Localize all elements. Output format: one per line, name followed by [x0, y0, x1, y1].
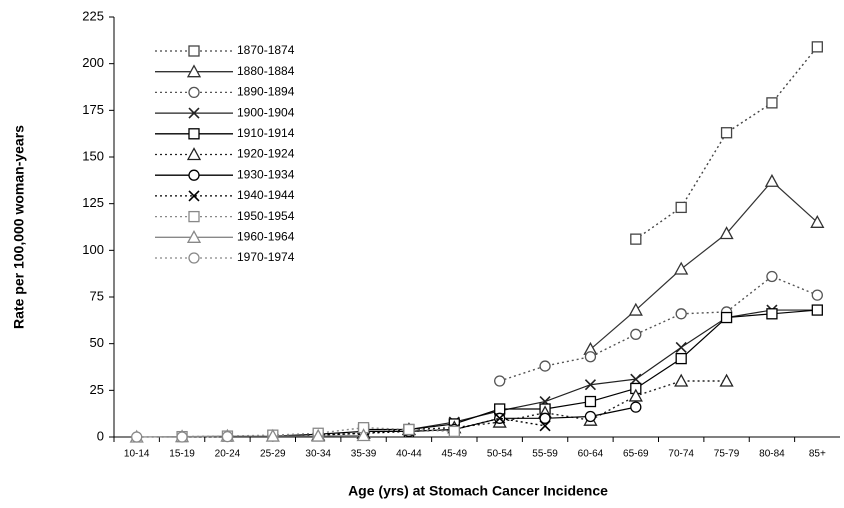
marker	[186, 147, 202, 161]
marker	[186, 64, 202, 78]
x-tick-label: 10-14	[124, 449, 150, 460]
x-tick-label: 45-49	[442, 449, 468, 460]
legend-label: 1920-1924	[237, 147, 295, 161]
marker	[630, 401, 642, 413]
y-tick-label: 0	[97, 428, 104, 443]
marker	[811, 304, 823, 316]
x-tick-label: 80-84	[759, 449, 785, 460]
series-line	[227, 417, 546, 438]
marker	[719, 226, 734, 240]
x-axis-title: Age (yrs) at Stomach Cancer Incidence	[348, 483, 608, 499]
marker	[584, 395, 597, 408]
legend-label: 1970-1974	[237, 250, 295, 264]
marker	[766, 308, 778, 320]
marker	[674, 261, 689, 275]
legend-label: 1890-1894	[237, 85, 295, 99]
y-tick-label: 50	[90, 335, 104, 350]
marker	[221, 430, 234, 443]
marker	[176, 431, 188, 443]
legend-label: 1960-1964	[237, 229, 295, 243]
x-tick-label: 55-59	[532, 449, 558, 460]
marker	[675, 352, 687, 365]
x-tick-label: 85+	[809, 449, 826, 460]
marker	[584, 351, 597, 363]
y-tick-label: 25	[90, 382, 104, 397]
marker	[188, 252, 200, 264]
series-line	[136, 434, 364, 438]
marker	[188, 45, 200, 57]
marker	[188, 128, 200, 140]
x-tick-label: 20-24	[215, 449, 241, 460]
marker	[356, 428, 371, 442]
marker	[494, 403, 506, 415]
marker	[766, 270, 778, 283]
x-tick-label: 70-74	[668, 449, 694, 460]
legend-label: 1870-1874	[237, 43, 295, 57]
x-tick-label: 50-54	[487, 449, 513, 460]
marker	[131, 431, 143, 443]
marker	[674, 373, 689, 387]
x-tick-label: 40-44	[396, 449, 422, 460]
series-line	[635, 46, 818, 240]
marker	[188, 107, 200, 119]
marker	[630, 373, 642, 385]
marker	[764, 173, 780, 187]
marker	[675, 308, 687, 320]
marker	[810, 214, 825, 228]
legend-label: 1880-1884	[237, 64, 295, 78]
marker	[719, 373, 734, 387]
x-tick-label: 25-29	[260, 449, 286, 460]
x-tick-label: 60-64	[578, 449, 604, 460]
series-line	[590, 180, 818, 350]
marker	[494, 412, 506, 424]
marker	[188, 86, 200, 99]
marker	[811, 289, 823, 301]
marker	[720, 311, 733, 324]
y-tick-label: 150	[82, 148, 104, 163]
y-tick-label: 125	[82, 195, 104, 210]
x-tick-label: 30-34	[305, 449, 331, 460]
marker	[766, 97, 778, 109]
y-axis-title: Rate per 100,000 woman-years	[11, 125, 27, 329]
marker	[628, 388, 643, 402]
y-tick-label: 100	[82, 242, 104, 257]
marker	[311, 428, 326, 442]
x-tick-label: 75-79	[714, 449, 740, 460]
marker	[539, 420, 551, 432]
y-tick-label: 75	[90, 288, 104, 303]
marker	[720, 127, 733, 139]
marker	[675, 341, 687, 353]
x-tick-label: 15-19	[169, 449, 195, 460]
legend-label: 1910-1914	[237, 126, 295, 140]
marker	[630, 328, 642, 340]
marker	[539, 360, 551, 372]
marker	[188, 190, 200, 202]
y-tick-label: 225	[82, 8, 104, 23]
marker	[539, 412, 551, 424]
marker	[584, 379, 597, 391]
marker	[494, 375, 506, 387]
marker	[403, 423, 415, 436]
marker	[630, 233, 642, 245]
series-line	[318, 380, 727, 436]
marker	[186, 229, 202, 243]
legend-label: 1930-1934	[237, 167, 295, 181]
y-tick-label: 200	[82, 55, 104, 70]
marker	[265, 428, 280, 442]
y-tick-label: 175	[82, 102, 104, 117]
series-line	[499, 275, 818, 382]
legend-label: 1950-1954	[237, 209, 295, 223]
marker	[811, 41, 823, 53]
marker	[188, 169, 200, 181]
x-tick-label: 65-69	[623, 449, 649, 460]
marker	[675, 201, 687, 214]
x-tick-label: 35-39	[351, 449, 377, 460]
marker	[188, 210, 200, 223]
marker	[448, 425, 460, 438]
legend-label: 1940-1944	[237, 188, 295, 202]
legend-label: 1900-1904	[237, 105, 295, 119]
marker	[628, 302, 643, 316]
marker	[584, 410, 597, 423]
